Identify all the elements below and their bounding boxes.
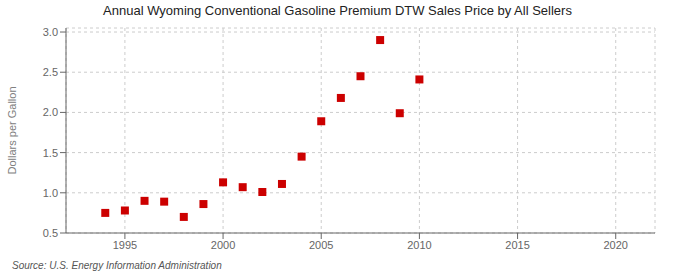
svg-text:1.0: 1.0 (43, 187, 58, 199)
svg-text:2000: 2000 (211, 239, 235, 251)
html-text:Annual Wyoming Conventional Ga: Annual Wyoming Conventional Gasoline Pre… (103, 3, 572, 18)
svg-text:2010: 2010 (407, 239, 431, 251)
svg-text:Dollars per Gallon: Dollars per Gallon (8, 86, 18, 174)
svg-text:2015: 2015 (505, 239, 529, 251)
svg-text:1.5: 1.5 (43, 147, 58, 159)
svg-text:2020: 2020 (603, 239, 627, 251)
svg-text:3.0: 3.0 (43, 26, 58, 38)
svg-text:2.5: 2.5 (43, 66, 58, 78)
svg-text:2.0: 2.0 (43, 106, 58, 118)
svg-text:0.5: 0.5 (43, 227, 58, 239)
svg-text:1995: 1995 (113, 239, 137, 251)
html-text:Source: U.S. Energy Informatio: Source: U.S. Energy Information Administ… (12, 260, 222, 271)
svg-text:2005: 2005 (309, 239, 333, 251)
